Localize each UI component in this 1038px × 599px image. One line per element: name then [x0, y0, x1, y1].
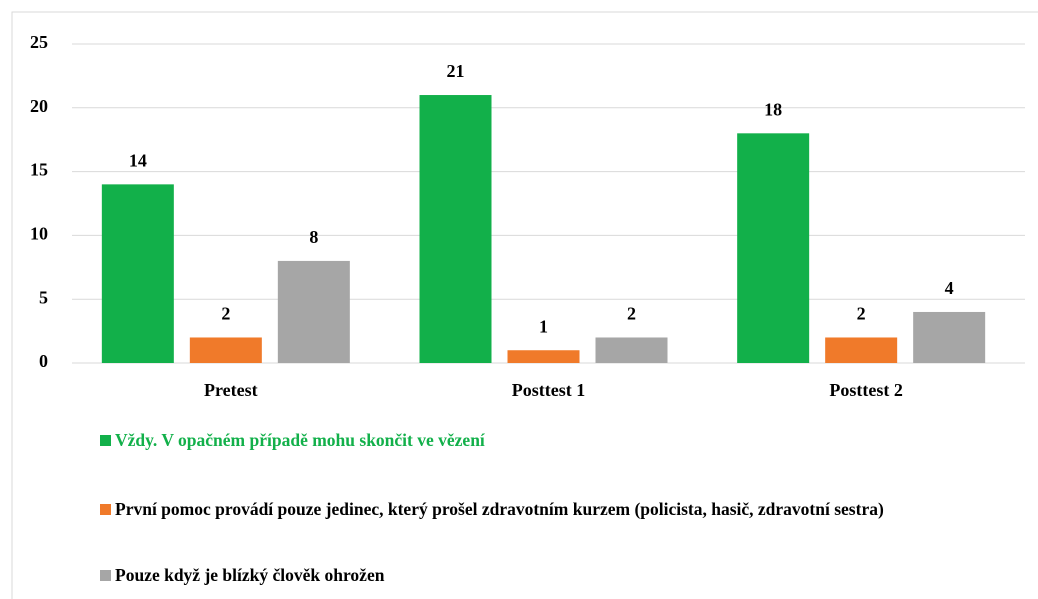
legend-label: Pouze když je blízký člověk ohrožen — [115, 565, 385, 585]
bar — [101, 184, 174, 363]
legend-swatch — [100, 435, 111, 446]
bar — [189, 337, 262, 363]
x-tick-label: Posttest 1 — [512, 380, 585, 400]
bar — [913, 311, 986, 363]
y-tick-label: 0 — [39, 351, 48, 371]
y-tick-label: 20 — [30, 96, 48, 116]
bar — [737, 133, 810, 363]
bar — [825, 337, 898, 363]
y-tick-label: 10 — [30, 224, 48, 244]
legend-swatch — [100, 570, 111, 581]
data-label: 21 — [447, 61, 465, 81]
bar — [507, 350, 580, 363]
data-label: 1 — [539, 316, 548, 336]
y-tick-label: 5 — [39, 287, 48, 307]
legend-item: Vždy. V opačném případě mohu skončit ve … — [100, 427, 960, 453]
x-tick-label: Posttest 2 — [829, 380, 902, 400]
data-label: 2 — [627, 304, 636, 324]
legend-item: První pomoc provádí pouze jedinec, který… — [100, 496, 960, 522]
y-tick-label: 15 — [30, 160, 48, 180]
data-label: 8 — [309, 227, 318, 247]
legend-swatch — [100, 504, 111, 515]
bar — [419, 95, 492, 363]
data-label: 2 — [221, 304, 230, 324]
data-label: 14 — [129, 150, 147, 170]
chart-frame — [11, 11, 1038, 599]
legend-label: Vždy. V opačném případě mohu skončit ve … — [115, 430, 485, 450]
bar — [277, 260, 350, 363]
legend-item: Pouze když je blízký člověk ohrožen — [100, 562, 960, 588]
x-tick-label: Pretest — [204, 380, 258, 400]
data-label: 18 — [764, 99, 782, 119]
bar — [595, 337, 668, 363]
data-label: 4 — [945, 278, 954, 298]
legend-label: První pomoc provádí pouze jedinec, který… — [115, 499, 884, 519]
y-tick-label: 25 — [30, 32, 48, 52]
data-label: 2 — [857, 304, 866, 324]
